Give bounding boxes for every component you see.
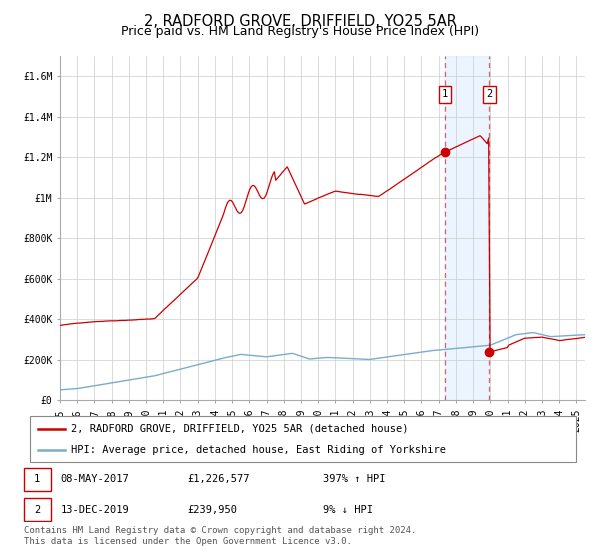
Bar: [445, 56, 490, 400]
Text: 2, RADFORD GROVE, DRIFFIELD, YO25 5AR (detached house): 2, RADFORD GROVE, DRIFFIELD, YO25 5AR (d…: [71, 423, 409, 433]
Text: 397% ↑ HPI: 397% ↑ HPI: [323, 474, 385, 484]
Text: 9% ↓ HPI: 9% ↓ HPI: [323, 505, 373, 515]
Text: 08-MAY-2017: 08-MAY-2017: [60, 474, 129, 484]
Text: 13-DEC-2019: 13-DEC-2019: [60, 505, 129, 515]
Text: 1: 1: [442, 90, 448, 100]
Text: 2: 2: [487, 90, 493, 100]
FancyBboxPatch shape: [23, 498, 51, 521]
FancyBboxPatch shape: [23, 468, 51, 491]
FancyBboxPatch shape: [30, 416, 576, 462]
Text: 2: 2: [34, 505, 40, 515]
Text: £239,950: £239,950: [187, 505, 237, 515]
Text: Contains HM Land Registry data © Crown copyright and database right 2024.
This d: Contains HM Land Registry data © Crown c…: [24, 526, 416, 546]
Text: 2, RADFORD GROVE, DRIFFIELD, YO25 5AR: 2, RADFORD GROVE, DRIFFIELD, YO25 5AR: [143, 14, 457, 29]
Text: HPI: Average price, detached house, East Riding of Yorkshire: HPI: Average price, detached house, East…: [71, 445, 446, 455]
Text: £1,226,577: £1,226,577: [187, 474, 250, 484]
Text: 1: 1: [34, 474, 40, 484]
Text: Price paid vs. HM Land Registry's House Price Index (HPI): Price paid vs. HM Land Registry's House …: [121, 25, 479, 38]
